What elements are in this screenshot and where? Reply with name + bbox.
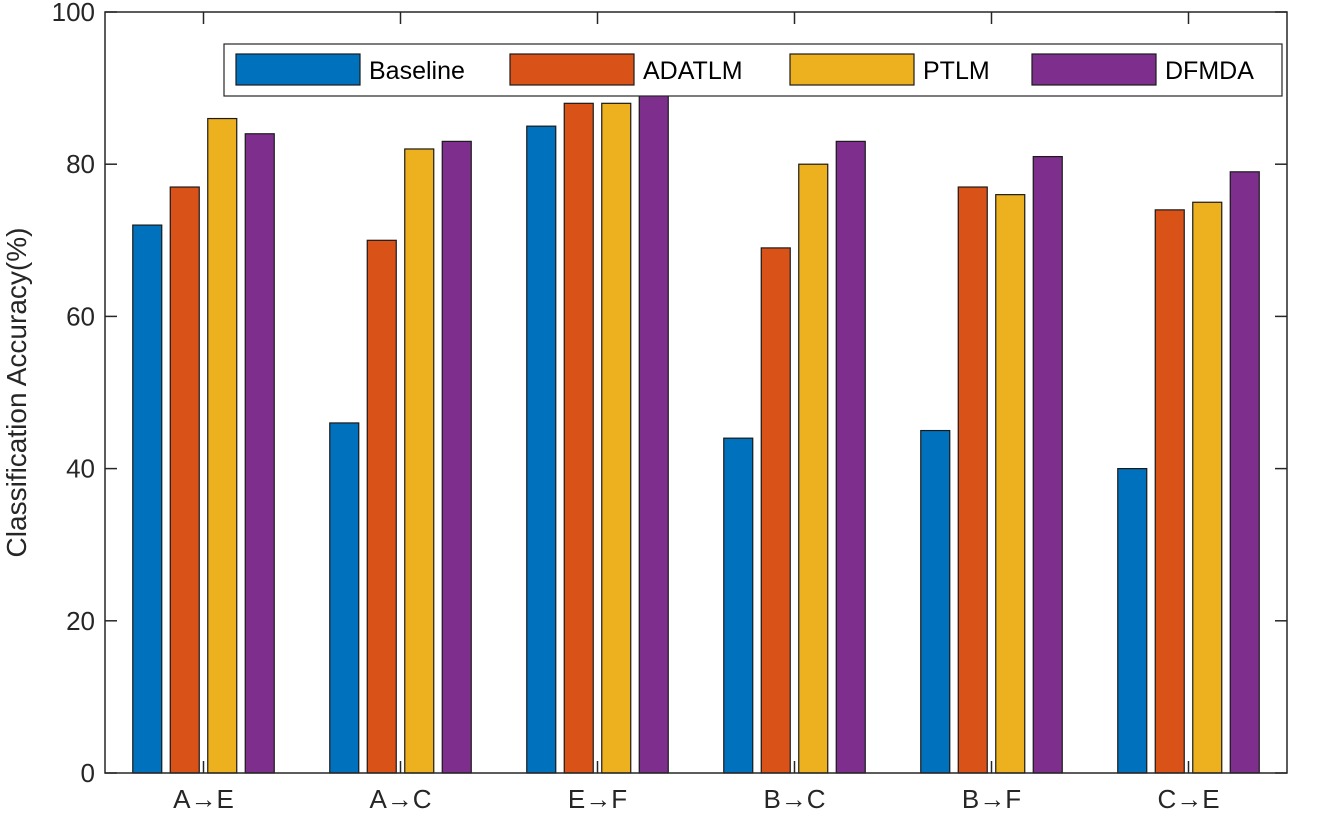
bar-baseline-c-to-e (1117, 468, 1148, 774)
legend-label-baseline: Baseline (369, 57, 465, 85)
legend-label-dfmda: DFMDA (1165, 57, 1254, 85)
bar-baseline-b-to-c (723, 437, 754, 774)
bar-adatlm-b-to-f (957, 186, 988, 774)
bar-dfmda-c-to-e (1229, 171, 1260, 774)
bar-adatlm-a-to-e (169, 186, 200, 774)
x-tick-label-e-to-f: E→F (568, 784, 627, 814)
bar-adatlm-b-to-c (760, 247, 791, 774)
legend-label-adatlm: ADATLM (643, 57, 743, 85)
bar-dfmda-e-to-f (638, 95, 669, 774)
x-tick-label-b-to-f: B→F (962, 784, 1021, 814)
legend-swatch-adatlm (509, 53, 635, 86)
bar-dfmda-a-to-e (244, 133, 275, 774)
y-axis-title: Classification Accuracy(%) (1, 228, 32, 558)
bar-baseline-a-to-c (329, 422, 360, 774)
bar-baseline-b-to-f (920, 429, 951, 774)
bar-adatlm-a-to-c (366, 239, 397, 774)
bar-baseline-e-to-f (526, 125, 557, 774)
y-axis: 0 20 40 60 80 100 (52, 0, 1287, 788)
bar-dfmda-a-to-c (441, 140, 472, 774)
bar-ptlm-b-to-f (995, 194, 1026, 774)
bar-ptlm-a-to-e (207, 117, 238, 774)
bar-dfmda-b-to-f (1032, 155, 1063, 774)
legend-label-ptlm: PTLM (923, 57, 990, 85)
bar-ptlm-e-to-f (601, 102, 632, 774)
x-tick-label-b-to-c: B→C (763, 784, 825, 814)
x-axis: A→E A→C E→F B→C B→F C→E (173, 12, 1220, 814)
bar-dfmda-b-to-c (835, 140, 866, 774)
legend-swatch-baseline (235, 53, 361, 86)
bar-adatlm-e-to-f (563, 102, 594, 774)
bar-baseline-a-to-e (132, 224, 163, 774)
bar-ptlm-b-to-c (798, 163, 829, 774)
y-tick-label: 100 (52, 0, 95, 27)
plot-frame (104, 11, 1288, 774)
y-tick-label: 20 (66, 606, 95, 636)
bar-adatlm-c-to-e (1154, 209, 1185, 774)
y-tick-label: 60 (66, 301, 95, 331)
x-tick-label-a-to-c: A→C (369, 784, 431, 814)
bars-layer (132, 95, 1260, 774)
y-tick-label: 0 (81, 758, 95, 788)
bar-ptlm-a-to-c (404, 148, 435, 774)
y-tick-label: 80 (66, 149, 95, 179)
y-tick-label: 40 (66, 454, 95, 484)
legend-swatch-dfmda (1031, 53, 1157, 86)
bar-ptlm-c-to-e (1192, 201, 1223, 774)
x-tick-label-c-to-e: C→E (1157, 784, 1219, 814)
legend: Baseline ADATLM PTLM DFMDA (223, 43, 1283, 97)
x-tick-label-a-to-e: A→E (173, 784, 234, 814)
legend-swatch-ptlm (789, 53, 915, 86)
